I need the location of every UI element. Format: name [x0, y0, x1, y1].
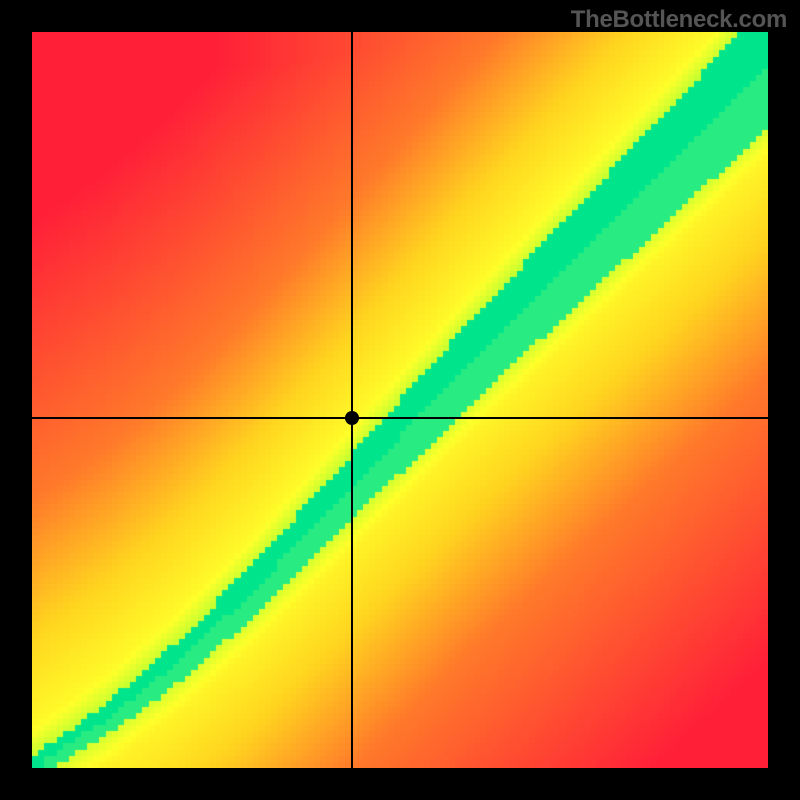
- chart-container: TheBottleneck.com: [0, 0, 800, 800]
- heatmap-canvas: [32, 32, 768, 768]
- crosshair-horizontal: [32, 417, 768, 419]
- plot-area: [32, 32, 768, 768]
- crosshair-marker: [345, 411, 359, 425]
- watermark-text: TheBottleneck.com: [571, 6, 787, 34]
- crosshair-vertical: [351, 32, 353, 768]
